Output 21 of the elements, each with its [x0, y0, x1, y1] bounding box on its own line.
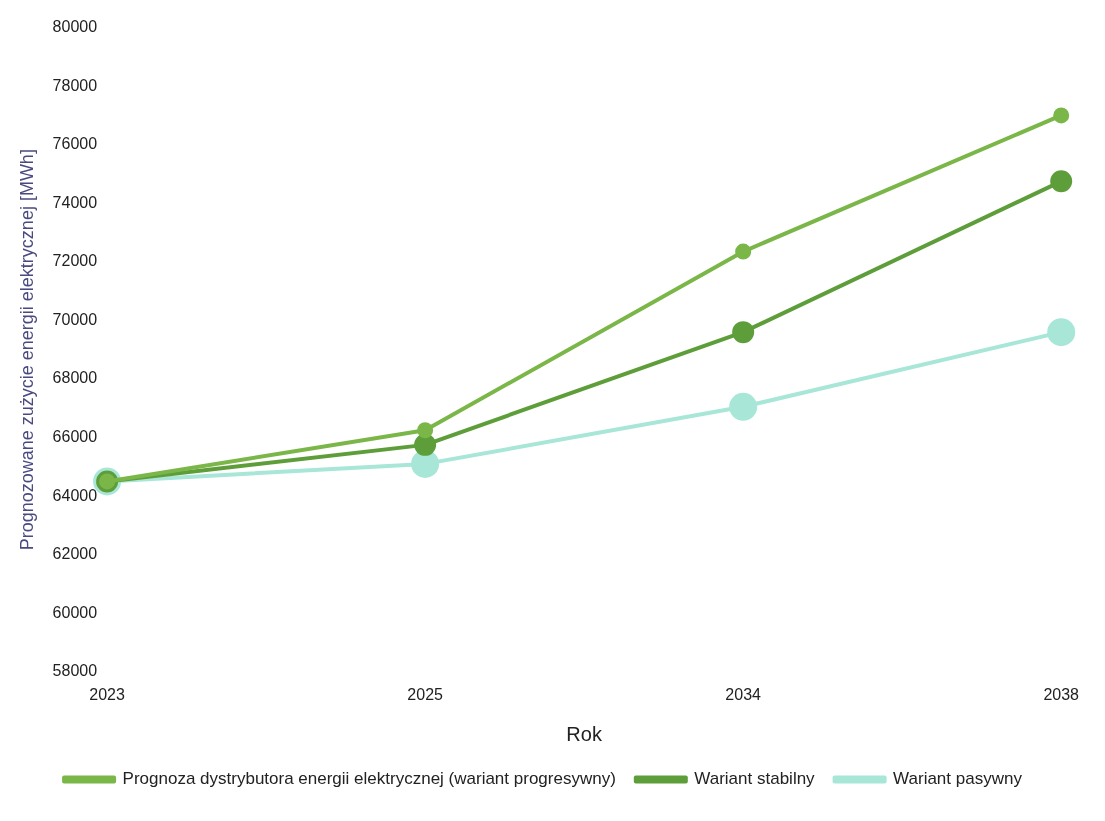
- y-tick-label: 78000: [52, 76, 98, 94]
- y-tick-label: 80000: [52, 18, 98, 36]
- y-tick-label: 68000: [52, 369, 98, 387]
- x-tick-label: 2038: [1043, 685, 1080, 703]
- y-tick-label: 66000: [52, 427, 98, 445]
- y-tick-label: 76000: [52, 135, 98, 153]
- x-tick-label: 2025: [407, 685, 444, 703]
- legend-label: Wariant pasywny: [893, 769, 1023, 789]
- y-tick-label: 70000: [52, 310, 98, 328]
- x-tick-label: 2034: [725, 685, 762, 703]
- y-tick-label: 72000: [52, 252, 98, 270]
- legend-label: Wariant stabilny: [694, 769, 816, 789]
- y-tick-label: 60000: [52, 603, 98, 621]
- y-axis-title: Prognozowane zużycie energii elektrycznej [MWh]: [16, 149, 37, 551]
- legend-label: Prognoza dystrybutora energii elektrycznej (wariant progresywny): [122, 769, 616, 789]
- x-tick-label: 2023: [89, 685, 125, 703]
- y-tick-label: 58000: [52, 662, 98, 680]
- y-tick-label: 74000: [52, 193, 98, 211]
- y-tick-label: 62000: [52, 545, 98, 563]
- x-axis-title: Rok: [566, 722, 603, 745]
- y-tick-label: 64000: [52, 486, 98, 504]
